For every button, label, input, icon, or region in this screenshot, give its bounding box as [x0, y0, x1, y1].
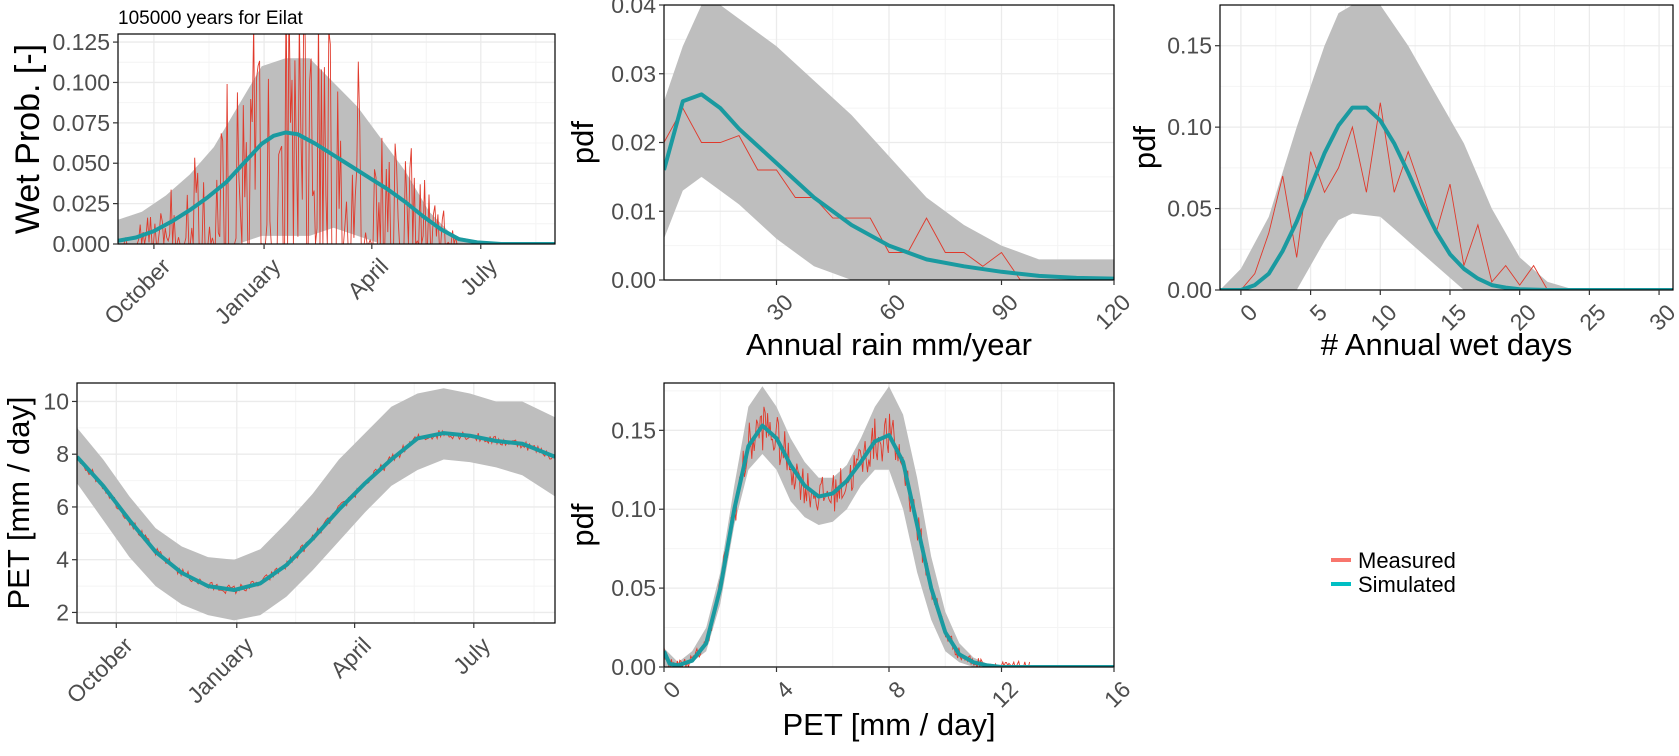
x-tick-label: 90 — [986, 289, 1022, 325]
x-tick-label: January — [209, 253, 286, 330]
simulated-series-line — [664, 423, 1114, 667]
y-tick-label: 0.10 — [1167, 114, 1212, 140]
x-tick-label: 16 — [1099, 676, 1135, 712]
y-tick-label: 0.075 — [52, 110, 110, 136]
panel-border — [117, 33, 556, 245]
x-tick-label: 0 — [1235, 299, 1262, 326]
x-tick-label: 120 — [1090, 289, 1136, 335]
plot-layers — [1220, 5, 1673, 290]
y-tick-label: 0.00 — [611, 267, 656, 293]
x-tick-label: 30 — [761, 289, 797, 325]
x-tick-label: April — [325, 632, 376, 683]
x-tick-label: 0 — [658, 676, 685, 703]
x-tick-label: July — [455, 253, 503, 301]
panel-wet-prob: 0.000 0.025 0.050 0.075 0.100 0.125 October Jan… — [9, 29, 556, 330]
x-tick-label: October — [61, 632, 137, 708]
y-tick-label: 0.03 — [611, 61, 656, 87]
y-tick-label: 0.02 — [611, 130, 656, 156]
x-tick-label: 30 — [1644, 299, 1679, 335]
y-axis-title: pdf — [565, 503, 600, 546]
measured-series-line — [664, 107, 1114, 280]
y-tick-label: 10 — [43, 388, 69, 414]
y-axis-title: pdf — [1127, 126, 1162, 169]
y-tick-label: 0.05 — [611, 575, 656, 601]
y-tick-label: 0.10 — [611, 496, 656, 522]
figure-title: 105000 years for Eilat — [118, 8, 304, 29]
y-tick-label: 4 — [56, 547, 69, 573]
y-tick-label: 0.04 — [611, 0, 656, 18]
x-tick-label: 4 — [770, 676, 798, 704]
x-tick-label: January — [182, 632, 259, 709]
y-tick-label: 0.15 — [1167, 33, 1212, 59]
uncertainty-band — [664, 386, 1114, 667]
x-tick-label: 8 — [883, 676, 910, 703]
y-axis-title: Wet Prob. [-] — [9, 44, 47, 234]
measured-series-line — [1220, 102, 1673, 290]
y-tick-label: 0.000 — [52, 231, 110, 257]
plot-layers — [77, 388, 555, 621]
y-tick-label: 0.00 — [611, 654, 656, 680]
y-tick-label: 2 — [56, 599, 69, 625]
x-tick-label: October — [99, 253, 175, 329]
uncertainty-band — [1220, 5, 1673, 290]
y-tick-label: 8 — [56, 441, 69, 467]
simulated-series-line — [664, 92, 1114, 280]
y-axis-title: PET [mm / day] — [1, 396, 36, 609]
plot-layers — [118, 34, 555, 244]
y-tick-label: 0.05 — [1167, 196, 1212, 222]
panel-pet-season: 2 4 6 8 10 October January April July PET [mm / d… — [1, 382, 556, 709]
panel-border — [76, 382, 556, 624]
x-tick-label: April — [342, 253, 393, 304]
x-tick-label: July — [448, 632, 496, 680]
simulated-series-line — [1220, 105, 1673, 290]
uncertainty-band — [664, 5, 1114, 280]
panel-border — [1219, 4, 1674, 291]
x-axis-title: Annual rain mm/year — [746, 327, 1032, 362]
simulated-series-line — [118, 130, 555, 244]
x-tick-label: 60 — [874, 289, 910, 325]
simulated-series-line — [77, 431, 555, 592]
x-axis-title: PET [mm / day] — [782, 707, 995, 742]
plot-layers — [664, 386, 1114, 667]
y-tick-label: 0.00 — [1167, 277, 1212, 303]
y-tick-label: 6 — [56, 494, 69, 520]
plot-layers — [664, 5, 1114, 280]
y-axis-title: pdf — [565, 121, 600, 164]
y-tick-label: 0.050 — [52, 150, 110, 176]
y-tick-label: 0.025 — [52, 191, 110, 217]
y-tick-label: 0.01 — [611, 198, 656, 224]
legend-label-simulated: Simulated — [1358, 572, 1456, 597]
legend-label-measured: Measured — [1358, 548, 1456, 573]
panel-annual-rain: 0.00 0.01 0.02 0.03 0.04 30 60 90 120 pdf Annual r… — [565, 0, 1136, 362]
y-tick-label: 0.100 — [52, 69, 110, 95]
x-tick-label: 25 — [1574, 299, 1610, 335]
x-tick-label: 5 — [1305, 299, 1332, 326]
uncertainty-band — [77, 388, 555, 621]
x-axis-title: # Annual wet days — [1321, 327, 1573, 362]
y-tick-label: 0.125 — [52, 29, 110, 55]
y-tick-label: 0.15 — [611, 417, 656, 443]
uncertainty-band — [118, 58, 555, 244]
